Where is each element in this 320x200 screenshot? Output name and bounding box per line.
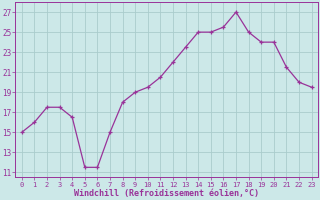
X-axis label: Windchill (Refroidissement éolien,°C): Windchill (Refroidissement éolien,°C) (74, 189, 259, 198)
